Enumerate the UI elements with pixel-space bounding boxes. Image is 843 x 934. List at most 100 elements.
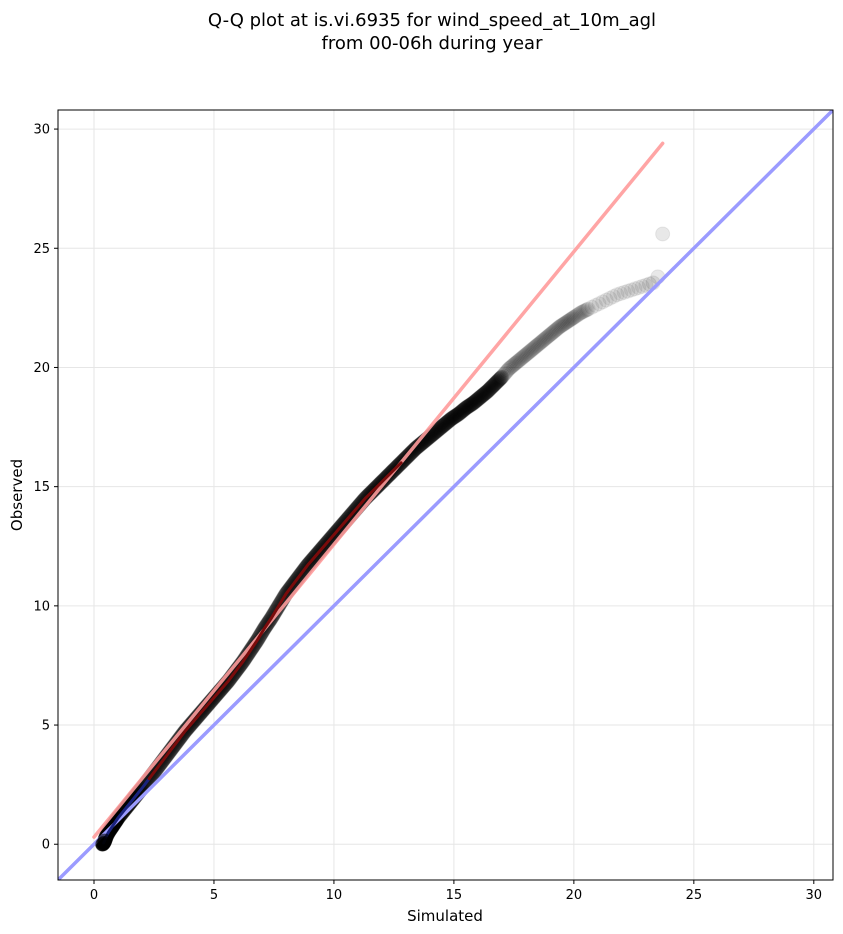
qq-point bbox=[554, 317, 570, 333]
qq-point bbox=[492, 371, 508, 387]
qq-point bbox=[430, 422, 446, 438]
qq-point bbox=[466, 395, 482, 411]
qq-point bbox=[571, 306, 587, 322]
qq-point bbox=[541, 328, 557, 344]
qq-point bbox=[469, 392, 485, 408]
qq-point bbox=[566, 309, 582, 325]
qq-point bbox=[443, 411, 459, 427]
qq-point bbox=[457, 401, 473, 417]
qq-point bbox=[472, 389, 488, 405]
y-tick-label: 0 bbox=[42, 838, 50, 853]
qq-point bbox=[557, 315, 573, 331]
qq-point bbox=[476, 386, 492, 402]
qq-point bbox=[499, 363, 515, 379]
qq-point bbox=[655, 226, 671, 242]
qq-point bbox=[408, 441, 424, 457]
qq-point bbox=[448, 408, 464, 424]
qq-point bbox=[438, 415, 454, 431]
qq-point bbox=[432, 420, 448, 436]
qq-point bbox=[573, 305, 589, 321]
qq-point bbox=[508, 355, 524, 371]
qq-point bbox=[482, 381, 498, 397]
qq-point bbox=[518, 347, 534, 363]
qq-point bbox=[494, 369, 510, 385]
y-tick-label: 15 bbox=[33, 480, 50, 495]
qq-point bbox=[567, 309, 583, 325]
qq-point bbox=[473, 389, 489, 405]
qq-point bbox=[463, 397, 479, 413]
qq-point bbox=[491, 372, 507, 388]
qq-point bbox=[468, 393, 484, 409]
qq-point bbox=[475, 387, 491, 403]
qq-point bbox=[449, 407, 465, 423]
qq-point bbox=[464, 396, 480, 412]
qq-point bbox=[459, 399, 475, 415]
qq-point bbox=[533, 334, 549, 350]
qq-point bbox=[456, 401, 472, 417]
qq-point bbox=[527, 339, 543, 355]
qq-point bbox=[479, 383, 495, 399]
qq-point bbox=[460, 398, 476, 414]
qq-point bbox=[491, 372, 507, 388]
qq-point bbox=[455, 403, 471, 419]
x-tick-label: 10 bbox=[326, 888, 343, 903]
qq-point bbox=[616, 284, 632, 300]
qq-point bbox=[475, 387, 491, 403]
qq-point bbox=[428, 423, 444, 439]
qq-point bbox=[408, 440, 424, 456]
qq-point bbox=[472, 390, 488, 406]
qq-point bbox=[490, 373, 506, 389]
qq-point bbox=[553, 318, 569, 334]
qq-point bbox=[551, 319, 567, 335]
qq-point bbox=[458, 400, 474, 416]
qq-point bbox=[520, 345, 536, 361]
qq-point bbox=[524, 342, 540, 358]
qq-point bbox=[563, 311, 579, 327]
qq-point bbox=[468, 393, 484, 409]
plot-frame bbox=[57, 109, 834, 881]
chart-title-line-2: from 00-06h during year bbox=[322, 33, 544, 54]
qq-point bbox=[453, 404, 469, 420]
qq-point bbox=[461, 398, 477, 414]
qq-point bbox=[595, 294, 611, 310]
qq-point bbox=[584, 299, 600, 315]
qq-point bbox=[545, 324, 561, 340]
y-axis-ticks: 0 5 10 15 20 25 30 bbox=[33, 123, 58, 853]
qq-point bbox=[506, 357, 522, 373]
qq-point bbox=[445, 410, 461, 426]
qq-point bbox=[433, 420, 449, 436]
qq-point bbox=[462, 397, 478, 413]
qq-point bbox=[427, 424, 443, 440]
qq-point bbox=[441, 413, 457, 429]
qq-point bbox=[448, 408, 464, 424]
qq-point bbox=[598, 292, 614, 308]
qq-point bbox=[481, 382, 497, 398]
qq-point bbox=[536, 332, 552, 348]
qq-point bbox=[432, 421, 448, 437]
qq-point bbox=[434, 418, 450, 434]
qq-point bbox=[556, 316, 572, 332]
qq-point bbox=[493, 370, 509, 386]
qq-point bbox=[505, 358, 521, 374]
reference-line bbox=[58, 110, 833, 880]
x-tick-label: 5 bbox=[210, 888, 218, 903]
qq-point bbox=[488, 375, 504, 391]
qq-point bbox=[531, 336, 547, 352]
qq-point bbox=[450, 406, 466, 422]
qq-point bbox=[486, 377, 502, 393]
qq-point bbox=[559, 314, 575, 330]
qq-point bbox=[477, 385, 493, 401]
qq-point bbox=[547, 323, 563, 339]
qq-point bbox=[517, 348, 533, 364]
qq-point bbox=[440, 414, 456, 430]
qq-point bbox=[578, 302, 594, 318]
qq-point bbox=[501, 361, 517, 377]
qq-point bbox=[407, 441, 423, 457]
qq-point bbox=[455, 402, 471, 418]
qq-point bbox=[539, 329, 555, 345]
qq-point bbox=[577, 303, 593, 319]
qq-point bbox=[447, 409, 463, 425]
qq-point bbox=[523, 343, 539, 359]
qq-point bbox=[452, 405, 468, 421]
qq-point bbox=[469, 392, 485, 408]
